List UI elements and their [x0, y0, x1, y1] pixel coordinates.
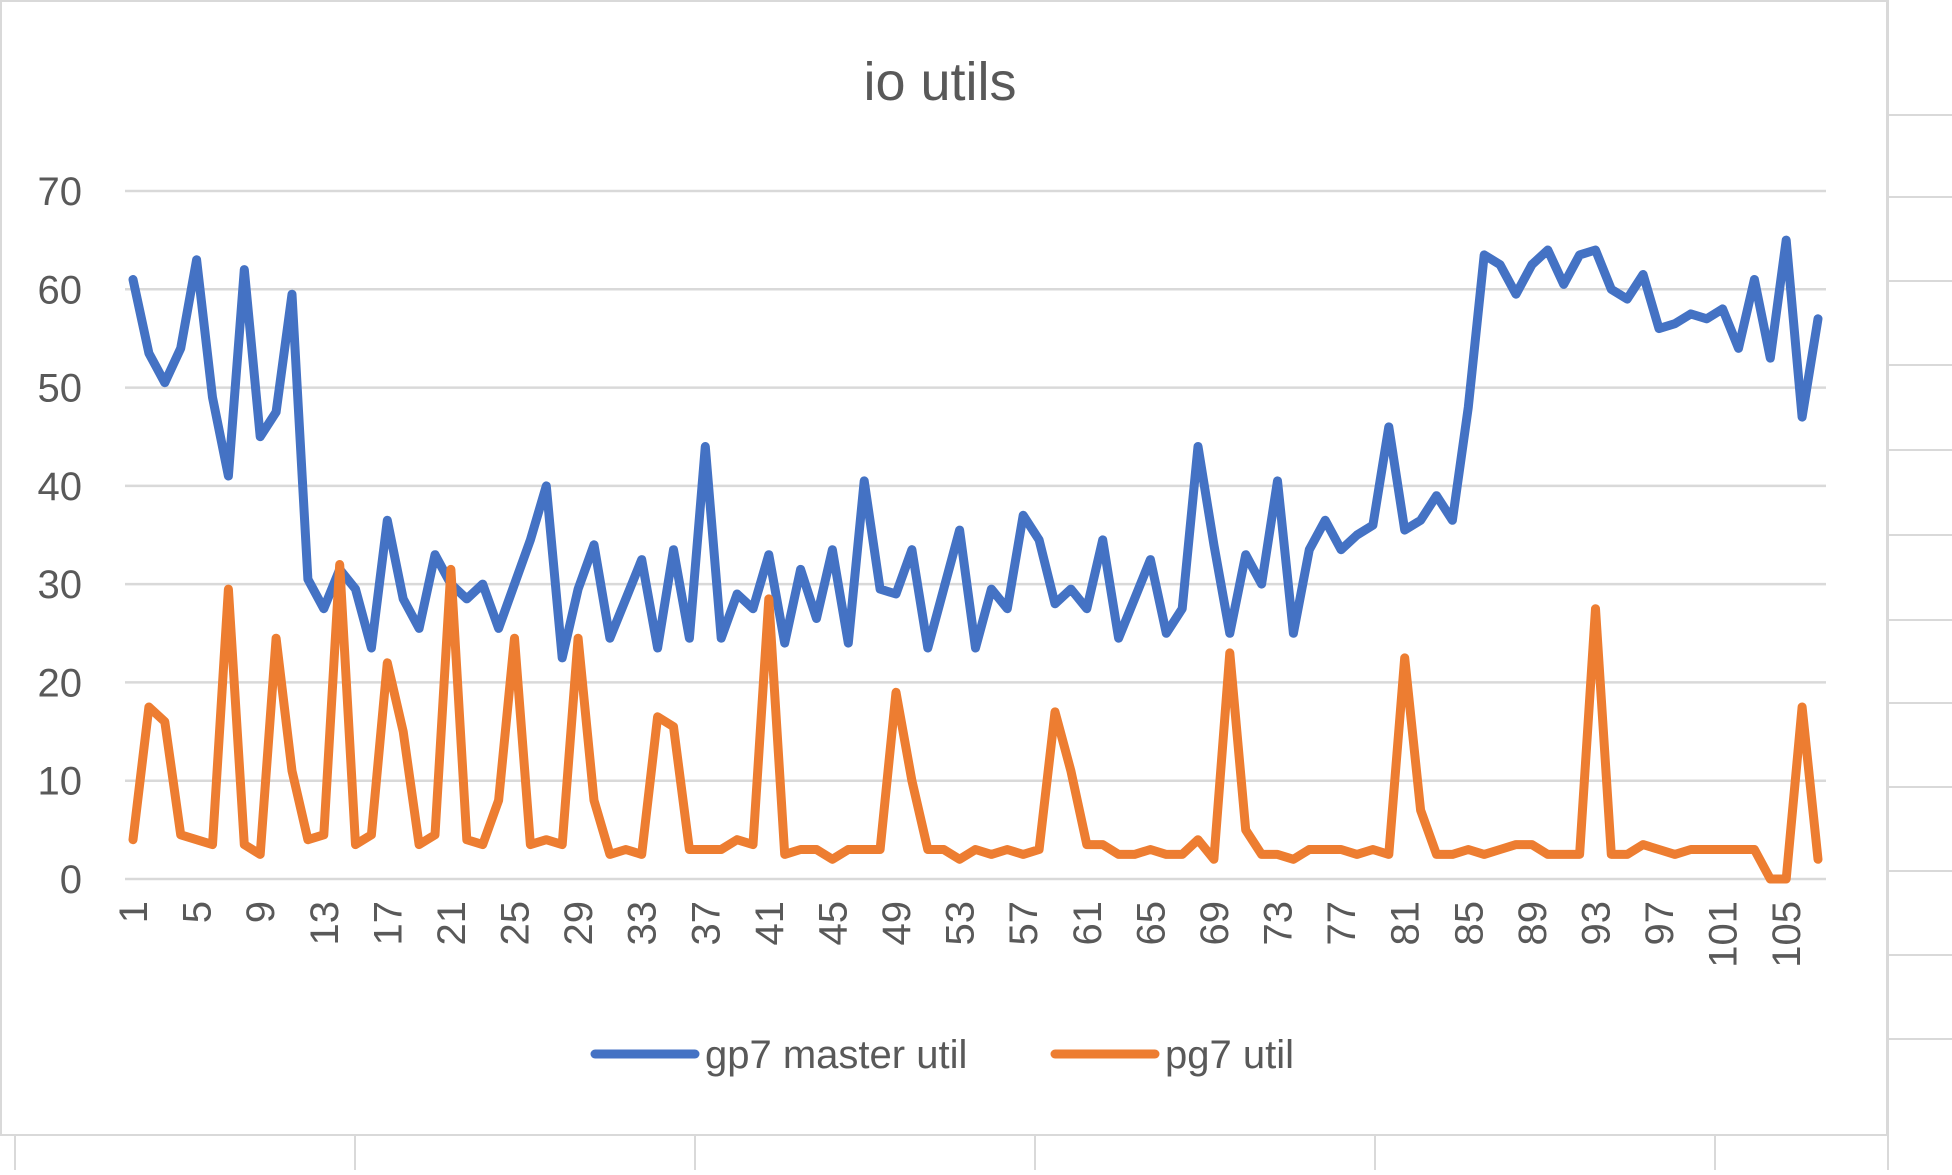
y-axis-tick-labels: 0 10 20 30 40 50 60 70 [38, 170, 83, 902]
chart-frame [0, 0, 1888, 1136]
x-tick-label: 53 [939, 901, 983, 946]
x-tick-label: 77 [1320, 901, 1364, 946]
x-tick-label: 13 [303, 901, 347, 946]
chart-title: io utils [863, 52, 1016, 112]
series-line-1 [128, 235, 1823, 663]
y-tick-label: 60 [38, 268, 83, 312]
legend-label: gp7 master util [705, 1033, 967, 1077]
y-tick-label: 40 [38, 465, 83, 509]
x-tick-label: 101 [1702, 901, 1746, 968]
x-tick-label: 73 [1257, 901, 1301, 946]
y-tick-label: 50 [38, 367, 83, 411]
x-tick-label: 85 [1447, 901, 1491, 946]
x-tick-label: 21 [430, 901, 474, 946]
x-tick-label: 17 [366, 901, 410, 946]
y-tick-label: 10 [38, 760, 83, 804]
x-tick-label: 89 [1511, 901, 1555, 946]
y-tick-label: 70 [38, 170, 83, 214]
x-tick-label: 9 [239, 901, 283, 923]
x-tick-label: 29 [557, 901, 601, 946]
x-tick-label: 105 [1765, 901, 1809, 968]
x-tick-label: 37 [684, 901, 728, 946]
y-tick-label: 30 [38, 563, 83, 607]
x-tick-label: 81 [1384, 901, 1428, 946]
x-tick-label: 61 [1066, 901, 1110, 946]
x-tick-label: 1 [112, 901, 156, 923]
x-tick-label: 69 [1193, 901, 1237, 946]
x-tick-label: 5 [176, 901, 220, 923]
x-axis-tick-labels: 1 5 9 13 17 21 25 29 33 37 41 45 49 53 57 61 65 69 73 77 81 8… [112, 901, 1809, 968]
series-lines [128, 235, 1823, 884]
x-tick-label: 41 [748, 901, 792, 946]
x-tick-label: 33 [621, 901, 665, 946]
y-tick-label: 0 [60, 858, 82, 902]
x-tick-label: 45 [811, 901, 855, 946]
x-tick-label: 65 [1129, 901, 1173, 946]
legend-label: pg7 util [1165, 1033, 1294, 1077]
y-tick-label: 20 [38, 661, 83, 705]
x-tick-label: 57 [1002, 901, 1046, 946]
x-tick-label: 49 [875, 901, 919, 946]
series-line-2 [128, 560, 1823, 884]
x-tick-label: 97 [1638, 901, 1682, 946]
x-tick-label: 25 [494, 901, 538, 946]
legend: gp7 master util pg7 util [590, 1033, 1294, 1077]
x-tick-label: 93 [1574, 901, 1618, 946]
